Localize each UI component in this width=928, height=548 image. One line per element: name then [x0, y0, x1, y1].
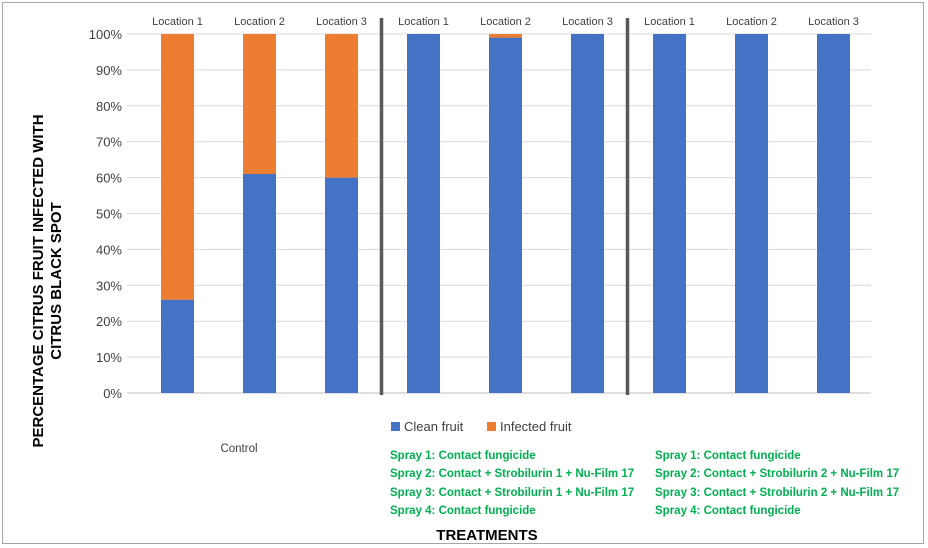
group-label-strobilurin-2: Spray 1: Contact fungicide Spray 2: Cont… — [655, 447, 899, 520]
y-axis-label-line-1: PERCENTAGE CITRUS FRUIT INFECTED WITH — [30, 114, 47, 448]
bar-clean-fruit — [817, 34, 850, 393]
y-tick-labels: 0% 10% 20% 30% 40% 50% 60% 70% 80% 90% 100% — [89, 27, 123, 401]
bar-infected-fruit — [325, 34, 358, 178]
bar-clean-fruit — [489, 37, 522, 394]
group-label-line: Spray 4: Contact fungicide — [655, 504, 801, 517]
legend-swatch — [487, 422, 496, 431]
legend: Clean fruit Infected fruit — [391, 419, 572, 434]
legend-label: Infected fruit — [500, 419, 572, 434]
bar-clean-fruit — [735, 34, 768, 393]
bar-clean-fruit — [243, 174, 276, 393]
group-label-line: Spray 1: Contact fungicide — [390, 450, 536, 462]
x-tick-label: Location 1 — [152, 16, 203, 28]
y-tick-label: 10% — [96, 350, 122, 365]
group-label-line: Spray 3: Contact + Strobilurin 2 + Nu-Fi… — [655, 486, 900, 499]
x-tick-label: Location 2 — [726, 16, 777, 28]
x-tick-label: Location 3 — [562, 16, 613, 28]
bar-infected-fruit — [489, 34, 522, 38]
x-tick-label: Location 1 — [398, 16, 449, 28]
y-tick-label: 0% — [103, 386, 122, 401]
x-tick-label: Location 3 — [808, 16, 859, 28]
bar-clean-fruit — [407, 34, 440, 393]
y-tick-label: 70% — [96, 135, 122, 150]
y-tick-label: 20% — [96, 314, 122, 329]
bar-infected-fruit — [161, 34, 194, 300]
group-label-line: Spray 2: Contact + Strobilurin 1 + Nu-Fi… — [390, 468, 635, 481]
y-axis-label-line-2: CITRUS BLACK SPOT — [48, 202, 65, 360]
x-tick-label: Location 2 — [480, 16, 531, 28]
group-label-line: Spray 2: Contact + Strobilurin 2 + Nu-Fi… — [655, 468, 900, 481]
x-axis-label: TREATMENTS — [436, 527, 538, 544]
y-tick-label: 60% — [96, 171, 122, 186]
x-tick-label: Location 3 — [316, 16, 367, 28]
y-tick-label: 40% — [96, 242, 122, 257]
y-tick-label: 100% — [89, 27, 123, 42]
x-tick-label: Location 1 — [644, 16, 695, 28]
y-tick-label: 30% — [96, 278, 122, 293]
group-label-control: Control — [220, 443, 258, 455]
y-tick-label: 80% — [96, 99, 122, 114]
legend-swatch — [391, 422, 400, 431]
group-label-line: Spray 3: Contact + Strobilurin 1 + Nu-Fi… — [390, 486, 635, 499]
y-tick-label: 90% — [96, 63, 122, 78]
group-label-strobilurin-1: Spray 1: Contact fungicide Spray 2: Cont… — [390, 447, 634, 520]
x-tick-label: Location 2 — [234, 16, 285, 28]
bar-clean-fruit — [653, 34, 686, 393]
bar-clean-fruit — [161, 299, 194, 393]
bars — [161, 34, 850, 394]
group-label-line: Spray 4: Contact fungicide — [390, 504, 536, 517]
group-separators — [379, 18, 630, 395]
bar-clean-fruit — [571, 34, 604, 393]
bar-clean-fruit — [325, 177, 358, 393]
legend-label: Clean fruit — [404, 419, 464, 434]
x-tick-labels: Location 1 Location 2 Location 3 Location 1… — [152, 16, 859, 28]
y-tick-label: 50% — [96, 207, 122, 222]
group-label-line: Spray 1: Contact fungicide — [655, 450, 801, 462]
bar-infected-fruit — [243, 34, 276, 175]
